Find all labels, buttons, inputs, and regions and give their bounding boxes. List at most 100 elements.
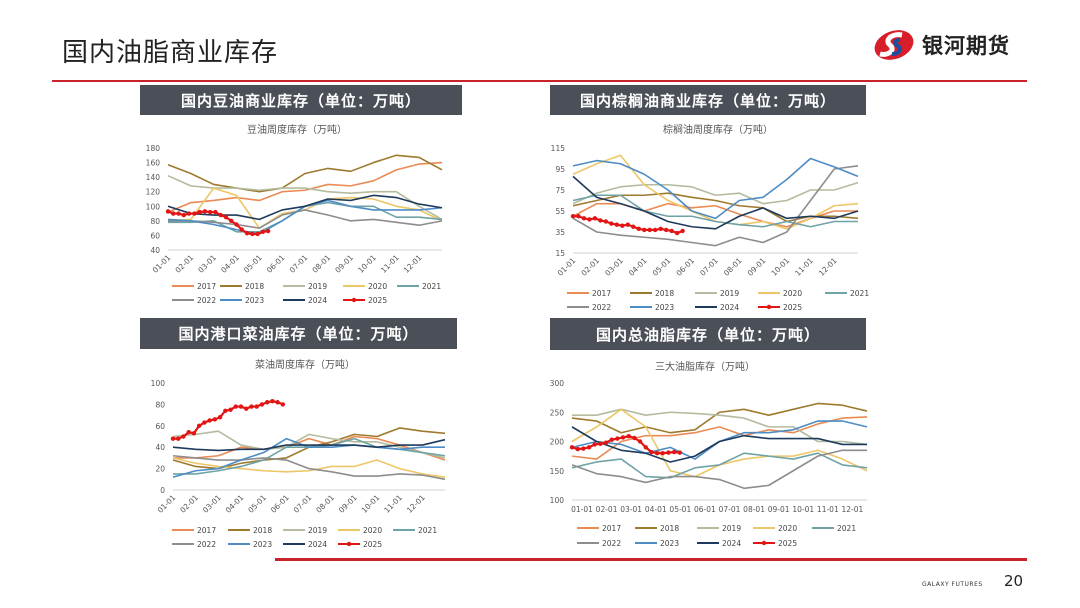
series-line-2021	[571, 452, 868, 479]
data-point-2025	[249, 404, 254, 409]
data-point-2025	[653, 227, 658, 233]
chart-title: 三大油脂库存（万吨）	[655, 360, 755, 373]
panel-title-palm: 国内棕榈油商业库存（单位：万吨）	[550, 85, 866, 115]
legend-label-2019: 2019	[722, 524, 741, 533]
data-point-2025	[576, 214, 581, 219]
legend-label-2019: 2019	[308, 526, 327, 535]
data-point-2025	[581, 216, 587, 221]
x-tick-label: 02-01	[178, 493, 200, 515]
galaxy-logo-icon	[874, 30, 914, 60]
legend-label-2020: 2020	[778, 524, 797, 533]
y-tick-label: 200	[550, 438, 565, 447]
data-point-2025	[581, 446, 586, 451]
legend-label-2021: 2021	[837, 524, 856, 533]
x-tick-label: 08-01	[743, 505, 765, 514]
y-tick-label: 60	[150, 231, 160, 240]
data-point-2025	[260, 229, 266, 234]
legend-label-2018: 2018	[245, 282, 264, 291]
data-point-2025	[671, 449, 677, 455]
series-line-2024	[167, 194, 443, 221]
series-line-2020	[172, 457, 446, 478]
data-point-2025	[176, 436, 181, 441]
x-tick-label: 05-01	[669, 505, 691, 514]
data-point-2025	[603, 219, 609, 224]
x-tick-label: 01-01	[156, 493, 178, 515]
y-tick-label: 60	[155, 422, 165, 431]
data-point-2025	[181, 212, 187, 218]
data-point-2025	[603, 440, 609, 445]
legend-label-2024: 2024	[308, 296, 327, 305]
series-line-2023	[172, 437, 445, 478]
x-tick-label: 10-01	[792, 505, 814, 514]
x-tick-label: 12-01	[405, 493, 427, 515]
series-line-2017	[571, 416, 868, 460]
company-logo: 银河期货	[872, 28, 1010, 62]
footer-brand: GALAXY FUTURES	[922, 581, 983, 588]
legend-marker	[351, 297, 357, 303]
data-point-2025	[223, 408, 228, 414]
series-line-2025	[173, 400, 284, 440]
legend-label-2017: 2017	[197, 526, 216, 535]
series-line-2018	[571, 402, 868, 434]
x-tick-label: 11-01	[382, 493, 404, 515]
y-tick-label: 15	[555, 249, 565, 258]
data-point-2025	[255, 231, 260, 237]
legend-label-2025: 2025	[368, 296, 387, 305]
x-tick-label: 03-01	[603, 256, 625, 278]
data-point-2025	[238, 404, 244, 409]
data-point-2025	[649, 449, 654, 455]
x-tick-label: 02-01	[596, 505, 618, 514]
x-tick-label: 03-01	[620, 505, 642, 514]
data-point-2025	[223, 215, 229, 220]
legend-label-2022: 2022	[602, 539, 621, 548]
x-tick-label: 07-01	[698, 256, 720, 278]
x-tick-label: 01-01	[556, 256, 578, 278]
data-point-2025	[229, 218, 234, 224]
y-tick-label: 160	[146, 159, 161, 168]
data-point-2025	[666, 450, 671, 455]
legend-label-2023: 2023	[245, 296, 264, 305]
y-tick-label: 80	[155, 400, 165, 409]
x-tick-label: 04-01	[219, 253, 241, 275]
legend-label-2021: 2021	[418, 526, 437, 535]
legend-label-2023: 2023	[655, 303, 674, 312]
x-tick-label: 05-01	[242, 253, 264, 275]
data-point-2025	[165, 209, 171, 214]
x-tick-label: 08-01	[310, 253, 332, 275]
y-tick-label: 120	[146, 188, 161, 197]
data-point-2025	[575, 446, 580, 452]
series-line-2018	[167, 154, 443, 193]
y-tick-label: 40	[155, 443, 165, 452]
chart-title: 豆油周度库存（万吨）	[247, 123, 347, 136]
x-tick-label: 04-01	[645, 505, 667, 514]
data-point-2025	[658, 226, 663, 232]
x-tick-label: 05-01	[246, 493, 268, 515]
legend-label-2021: 2021	[422, 282, 441, 291]
legend-label-2025: 2025	[778, 539, 797, 548]
data-point-2025	[239, 227, 244, 232]
data-point-2025	[217, 415, 223, 420]
series-line-2019	[172, 430, 446, 459]
series-line-2024	[572, 175, 859, 230]
x-tick-label: 09-01	[333, 253, 355, 275]
data-point-2025	[677, 450, 682, 455]
series-line-2022	[571, 449, 867, 490]
data-point-2025	[202, 420, 207, 425]
data-point-2025	[609, 221, 614, 226]
page-title: 国内油脂商业库存	[62, 38, 279, 68]
data-point-2025	[207, 209, 213, 215]
legend-label-2020: 2020	[368, 282, 387, 291]
x-tick-label: 08-01	[722, 256, 744, 278]
y-tick-label: 250	[550, 408, 565, 417]
x-tick-label: 11-01	[379, 253, 401, 275]
y-tick-label: 140	[146, 173, 161, 182]
y-tick-label: 100	[550, 496, 565, 505]
legend-label-2017: 2017	[592, 289, 611, 298]
data-point-2025	[647, 227, 652, 233]
legend-label-2020: 2020	[363, 526, 382, 535]
data-point-2025	[228, 407, 233, 412]
data-point-2025	[620, 435, 626, 440]
x-tick-label: 01-01	[151, 253, 173, 275]
